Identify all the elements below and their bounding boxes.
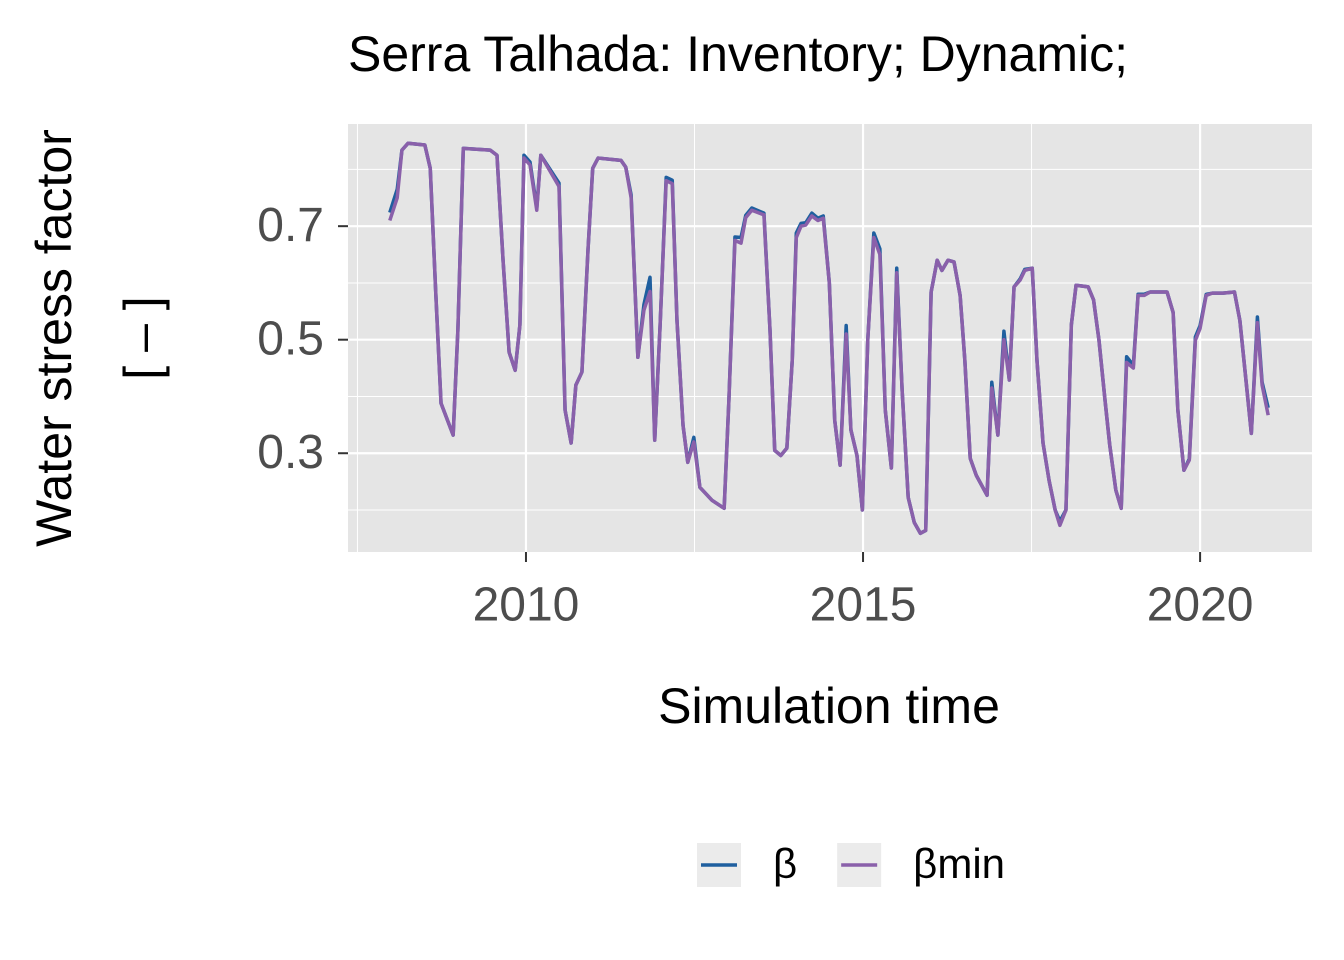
y-axis-title: Water stress factor — [26, 129, 82, 547]
y-tick-label: 0.5 — [257, 312, 324, 365]
x-axis-title: Simulation time — [658, 678, 1000, 734]
legend-label: βmin — [913, 840, 1005, 887]
x-tick-label: 2015 — [810, 579, 917, 632]
y-axis-unit: [ – ] — [114, 296, 170, 379]
x-tick-label: 2010 — [473, 579, 580, 632]
chart-title: Serra Talhada: Inventory; Dynamic; — [348, 26, 1128, 82]
line-series — [388, 141, 1270, 536]
y-tick-label: 0.7 — [257, 199, 324, 252]
x-tick-label: 2020 — [1147, 579, 1254, 632]
y-tick-label: 0.3 — [257, 426, 324, 479]
legend-label: β — [773, 840, 797, 887]
